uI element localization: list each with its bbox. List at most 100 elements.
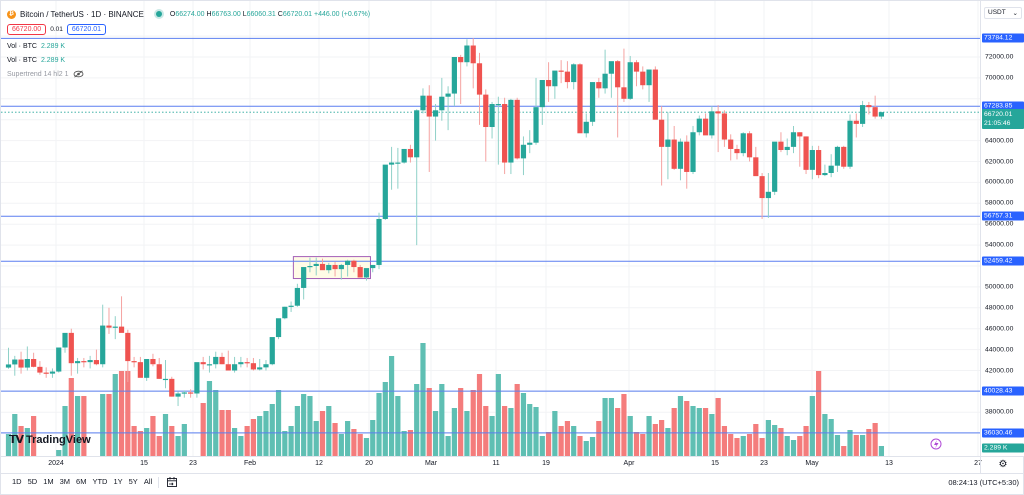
range-button-1m[interactable]: 1M xyxy=(43,477,54,486)
candle[interactable] xyxy=(275,318,282,338)
candle[interactable] xyxy=(206,364,213,366)
candle[interactable] xyxy=(721,113,728,140)
candle[interactable] xyxy=(633,62,640,72)
candle[interactable] xyxy=(690,132,696,172)
hidden-eye-icon[interactable] xyxy=(73,70,84,78)
candle[interactable] xyxy=(294,287,300,306)
candle[interactable] xyxy=(495,104,501,106)
candle[interactable] xyxy=(816,150,822,176)
candle[interactable] xyxy=(677,141,684,169)
candle[interactable] xyxy=(319,263,326,271)
candle[interactable] xyxy=(589,82,596,122)
candle[interactable] xyxy=(357,267,363,278)
candle[interactable] xyxy=(841,146,847,167)
candle[interactable] xyxy=(288,305,294,307)
candle[interactable] xyxy=(307,266,313,268)
candle[interactable] xyxy=(125,332,131,362)
currency-dropdown[interactable]: USDT ⌄ xyxy=(984,7,1022,19)
candle[interactable] xyxy=(464,45,470,63)
candle[interactable] xyxy=(370,264,376,269)
candle[interactable] xyxy=(577,64,583,134)
candlestick-chart[interactable] xyxy=(1,1,980,456)
candle[interactable] xyxy=(451,57,457,94)
candle[interactable] xyxy=(12,359,18,365)
buy-button[interactable]: 66720.01 xyxy=(66,23,107,35)
candle[interactable] xyxy=(68,332,74,364)
candle[interactable] xyxy=(445,93,451,97)
candle[interactable] xyxy=(263,364,269,368)
goto-date-calendar-icon[interactable] xyxy=(166,476,178,488)
candle[interactable] xyxy=(62,332,68,348)
symbol-title[interactable]: Bitcoin / TetherUS · 1D · BINANCE xyxy=(20,9,144,19)
candle[interactable] xyxy=(847,120,853,167)
candle[interactable] xyxy=(93,360,100,365)
candle[interactable] xyxy=(878,112,885,117)
candle[interactable] xyxy=(539,79,545,108)
candle[interactable] xyxy=(269,337,275,365)
candle[interactable] xyxy=(225,364,231,371)
candle[interactable] xyxy=(608,61,614,74)
candle[interactable] xyxy=(778,141,784,151)
candle[interactable] xyxy=(43,372,49,374)
candle[interactable] xyxy=(684,141,690,172)
candle[interactable] xyxy=(652,69,658,120)
candle[interactable] xyxy=(765,191,771,199)
candle[interactable] xyxy=(583,121,589,134)
candle[interactable] xyxy=(313,263,319,266)
candle[interactable] xyxy=(231,364,238,371)
candle[interactable] xyxy=(219,356,225,365)
price-axis[interactable]: USDT ⌄ 72000.00 70000.00 64000.00 62000.00 60… xyxy=(980,1,1024,456)
candle[interactable] xyxy=(24,359,30,368)
candle[interactable] xyxy=(131,361,137,363)
candle[interactable] xyxy=(545,79,552,87)
candle[interactable] xyxy=(790,132,797,147)
candle[interactable] xyxy=(351,260,357,268)
candle[interactable] xyxy=(621,87,627,99)
clock-timezone[interactable]: 08:24:13 (UTC+5:30) xyxy=(948,478,1019,487)
candle[interactable] xyxy=(740,133,746,154)
candle[interactable] xyxy=(244,362,250,364)
candle[interactable] xyxy=(715,111,721,114)
candle[interactable] xyxy=(859,105,866,124)
candle[interactable] xyxy=(414,110,420,158)
candle[interactable] xyxy=(282,306,288,319)
candle[interactable] xyxy=(828,165,834,173)
candle[interactable] xyxy=(558,70,564,72)
indicator-supertrend[interactable]: Supertrend 14 hl2 1 xyxy=(7,67,370,81)
indicator-volume-2[interactable]: Vol · BTC 2.289 K xyxy=(7,53,370,67)
candle[interactable] xyxy=(169,378,175,397)
candle[interactable] xyxy=(483,94,489,128)
candle[interactable] xyxy=(426,95,432,117)
candle[interactable] xyxy=(338,264,344,270)
candle[interactable] xyxy=(797,132,803,137)
candle[interactable] xyxy=(420,95,426,111)
candle[interactable] xyxy=(188,392,194,394)
candle[interactable] xyxy=(37,366,43,373)
candle[interactable] xyxy=(470,45,476,64)
candle[interactable] xyxy=(746,133,753,158)
candle[interactable] xyxy=(74,361,81,364)
candle[interactable] xyxy=(31,359,37,367)
candle[interactable] xyxy=(520,144,527,159)
candle[interactable] xyxy=(118,326,125,333)
candle[interactable] xyxy=(181,392,187,394)
range-button-ytd[interactable]: YTD xyxy=(92,477,108,486)
range-button-5d[interactable]: 5D xyxy=(27,477,38,486)
candle[interactable] xyxy=(432,110,439,117)
candle[interactable] xyxy=(175,393,181,397)
indicator-volume-1[interactable]: Vol · BTC 2.289 K xyxy=(7,39,370,53)
candle[interactable] xyxy=(759,176,765,199)
candle[interactable] xyxy=(640,71,646,86)
candle[interactable] xyxy=(194,362,200,394)
candle[interactable] xyxy=(476,63,483,95)
candle[interactable] xyxy=(238,362,244,365)
candle[interactable] xyxy=(646,69,652,86)
candle[interactable] xyxy=(514,99,520,159)
candle[interactable] xyxy=(709,111,715,136)
candle[interactable] xyxy=(665,139,671,147)
candle[interactable] xyxy=(407,148,414,158)
hline-price-badge[interactable]: 40028.43 xyxy=(982,386,1024,396)
candle[interactable] xyxy=(213,356,219,365)
candle[interactable] xyxy=(345,260,351,265)
candle[interactable] xyxy=(112,326,118,328)
